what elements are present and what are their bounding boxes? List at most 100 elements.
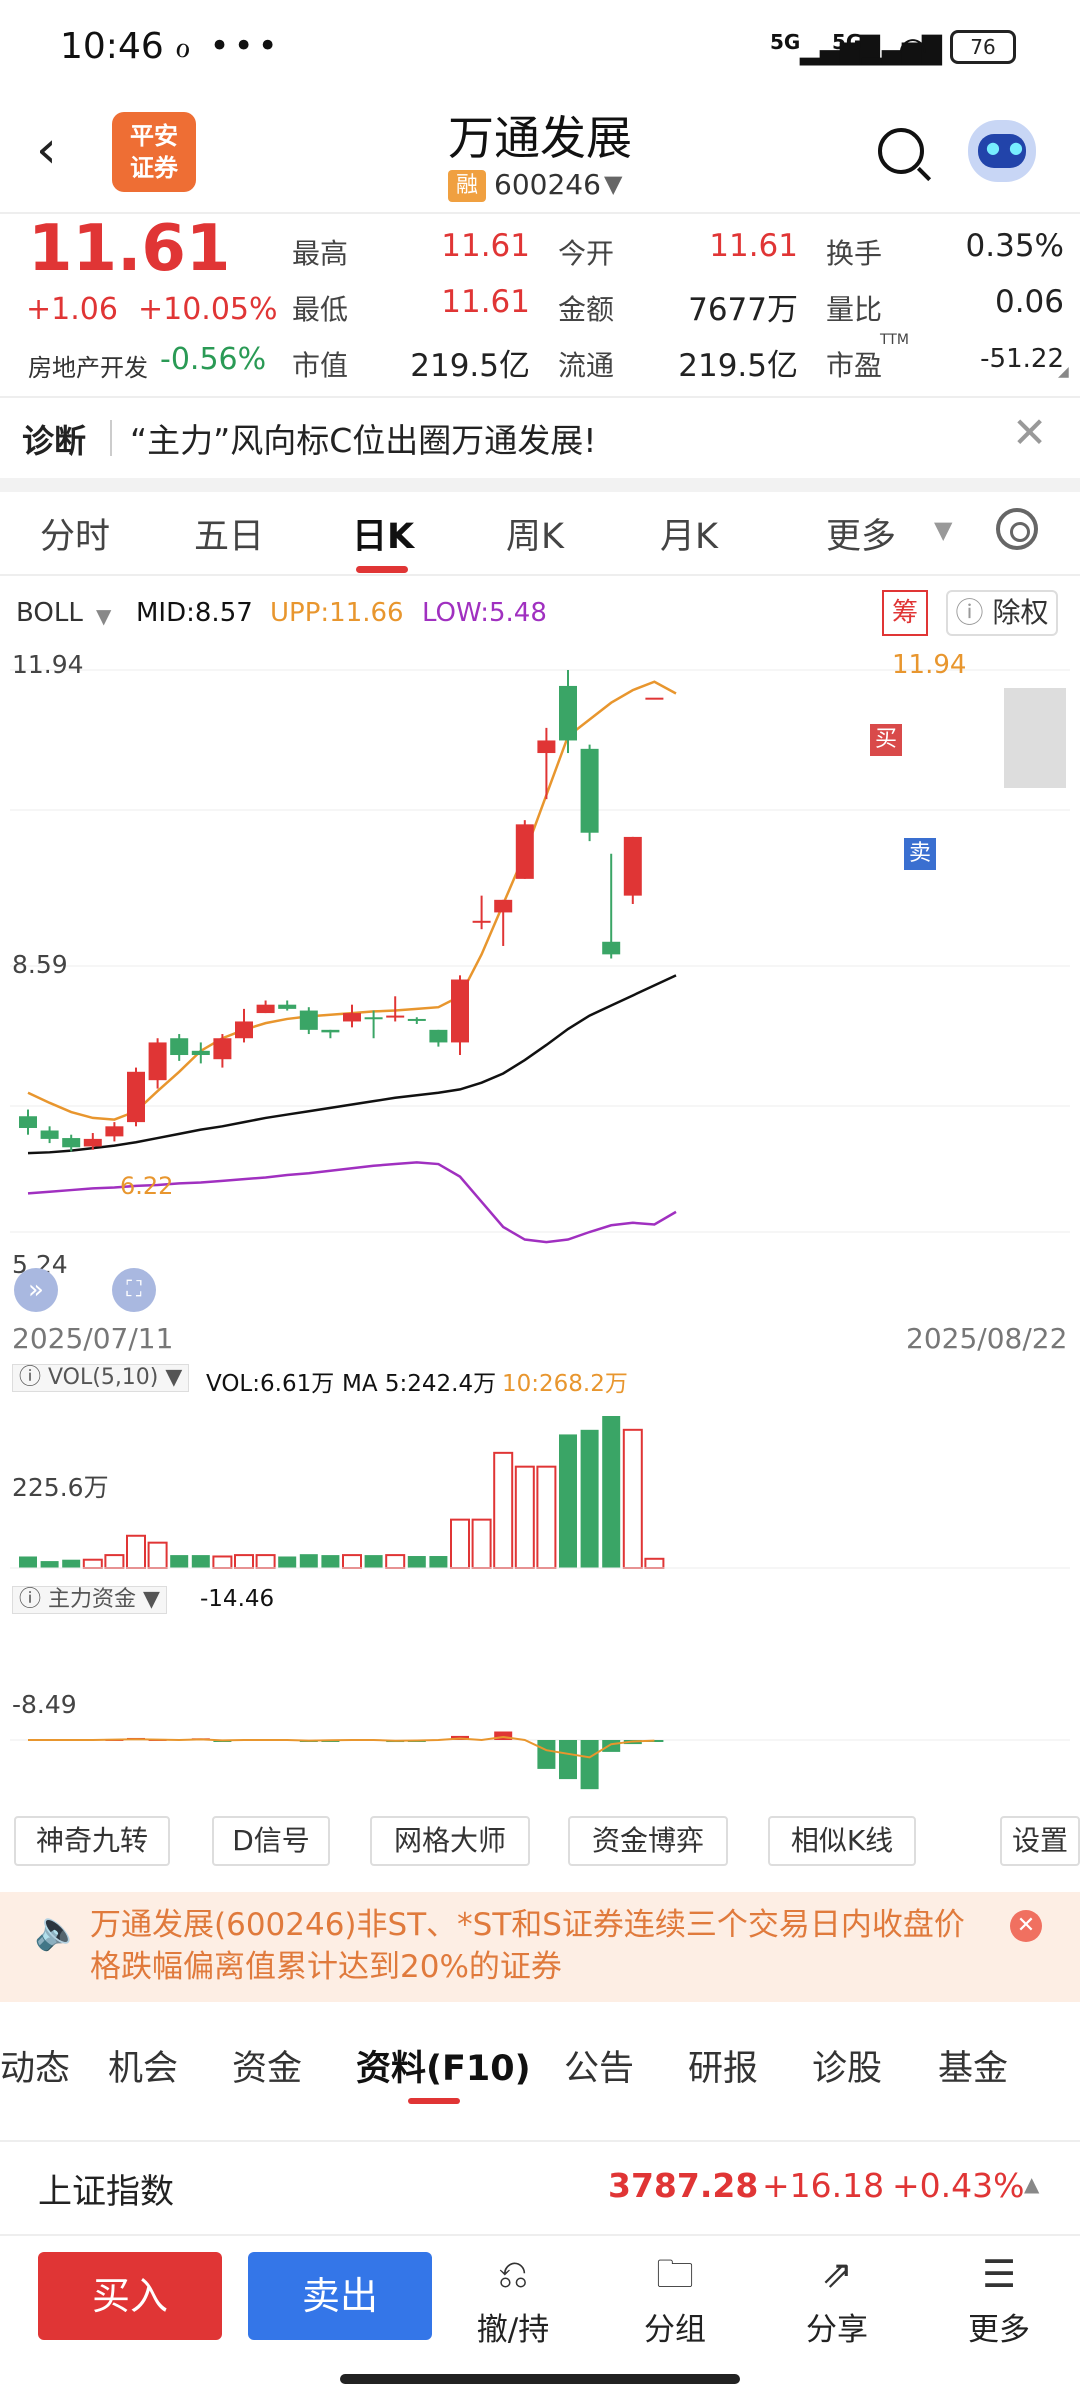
capital-bar xyxy=(537,1740,556,1769)
info-icon: ⓘ xyxy=(955,596,993,629)
volume-bar xyxy=(62,1559,81,1568)
candle-body xyxy=(429,1029,448,1043)
signal-bars-icon-2: ▂▄▆█ xyxy=(862,36,942,66)
divider xyxy=(0,574,1080,576)
volume-bar xyxy=(471,1518,492,1569)
price-change: +1.06 xyxy=(26,292,118,327)
expand-corner-icon[interactable]: ◢ xyxy=(1058,364,1069,380)
price-change-pct: +10.05% xyxy=(138,292,278,327)
end-date-label: 2025/08/22 xyxy=(906,1322,1068,1355)
index-name: 上证指数 xyxy=(38,2172,174,2212)
candle-body xyxy=(472,920,491,923)
gear-icon[interactable] xyxy=(996,508,1038,550)
volume-bar xyxy=(407,1556,426,1568)
chevron-down-icon[interactable]: ▼ xyxy=(934,516,953,544)
d-signal-button[interactable]: D信号 xyxy=(212,1816,330,1866)
buy-button[interactable]: 买入 xyxy=(38,2252,222,2340)
indicator-name[interactable]: BOLL xyxy=(16,598,83,628)
grid-master-button[interactable]: 网格大师 xyxy=(370,1816,530,1866)
tab-monthly-k[interactable]: 月K xyxy=(660,517,718,557)
diagnosis-text[interactable]: “主力”风向标C位出圈万通发展! xyxy=(130,421,597,460)
share-label: 分享 xyxy=(806,2312,868,2348)
similar-kline-button[interactable]: 相似K线 xyxy=(768,1816,916,1866)
candle-body xyxy=(213,1038,232,1060)
expand-left-icon[interactable]: » xyxy=(14,1268,58,1312)
sector-label[interactable]: 房地产开发 xyxy=(28,354,148,382)
volume-indicator-selector[interactable]: ⓘ VOL(5,10) ▼ xyxy=(12,1364,190,1392)
tab-more[interactable]: 更多 xyxy=(826,517,897,557)
notice-text[interactable]: 万通发展(600246)非ST、*ST和S证券连续三个交易日内收盘价格跌幅偏离值… xyxy=(90,1907,965,1985)
stock-code[interactable]: 600246 xyxy=(494,168,601,201)
back-icon[interactable]: ‹ xyxy=(36,120,57,180)
tab-f10[interactable]: 资料(F10) xyxy=(356,2049,531,2089)
tab-fund[interactable]: 基金 xyxy=(938,2049,1009,2089)
volume-bar xyxy=(147,1541,168,1570)
group-button[interactable]: 🗀 分组 xyxy=(620,2250,730,2349)
tab-research[interactable]: 研报 xyxy=(688,2049,759,2089)
fullscreen-icon[interactable]: ⛶ xyxy=(112,1268,156,1312)
tab-dynamics[interactable]: 动态 xyxy=(0,2049,71,2089)
high-annotation: 11.94 xyxy=(892,650,967,680)
candle-body xyxy=(256,1004,275,1014)
volume-bar xyxy=(536,1465,557,1569)
signal-icon-2: 5G xyxy=(832,30,863,54)
close-icon[interactable]: ✕ xyxy=(1010,1910,1042,1942)
capital-game-button[interactable]: 资金博弈 xyxy=(568,1816,728,1866)
candle-body xyxy=(407,1018,426,1021)
ex-rights-button[interactable]: ⓘ 除权 xyxy=(946,590,1058,636)
sell-marker[interactable]: 卖 xyxy=(904,838,936,870)
quote-label-market-cap: 市值 xyxy=(292,349,349,382)
nine-turn-button[interactable]: 神奇九转 xyxy=(14,1816,170,1866)
boll-upper-line xyxy=(27,680,677,1121)
chevron-down-icon[interactable]: ▼ xyxy=(604,170,623,198)
notice-banner[interactable] xyxy=(0,1892,1080,2002)
quote-label-volume-ratio: 量比 xyxy=(826,293,883,326)
diagnosis-label: 诊断 xyxy=(22,422,87,460)
candle-body xyxy=(580,748,599,833)
quote-value-turnover: 0.35% xyxy=(965,228,1064,264)
axis-max-label: 11.94 xyxy=(12,650,84,679)
buy-marker[interactable]: 买 xyxy=(870,724,902,756)
volume-value: VOL:6.61万 xyxy=(206,1371,335,1397)
divider xyxy=(0,212,1080,214)
tab-announcement[interactable]: 公告 xyxy=(564,2049,635,2089)
volume-bar xyxy=(40,1561,59,1568)
candle-body xyxy=(62,1138,81,1148)
candle-body xyxy=(321,1029,340,1033)
assistant-robot-icon[interactable] xyxy=(968,120,1036,182)
kline-chart[interactable] xyxy=(0,640,1080,1340)
search-icon[interactable] xyxy=(878,128,924,174)
sell-button[interactable]: 卖出 xyxy=(248,2252,432,2340)
broker-logo[interactable]: 平安证券 xyxy=(112,112,196,192)
settings-button[interactable]: 设置 xyxy=(1000,1816,1080,1866)
boll-mid: MID:8.57 xyxy=(136,598,253,628)
tab-five-day[interactable]: 五日 xyxy=(194,517,265,557)
chevron-down-icon[interactable]: ▼ xyxy=(96,604,112,628)
capital-bar xyxy=(580,1740,599,1790)
info-icon: ⓘ xyxy=(19,1365,48,1390)
volume-bar xyxy=(559,1434,577,1568)
chevron-up-icon[interactable]: ▲ xyxy=(1024,2172,1040,2196)
candle-body xyxy=(537,740,556,754)
close-icon[interactable]: ✕ xyxy=(1012,408,1048,457)
quote-value-low: 11.61 xyxy=(441,284,530,320)
tab-opportunity[interactable]: 机会 xyxy=(108,2049,179,2089)
candle-body xyxy=(451,979,469,1043)
candle-body xyxy=(148,1042,167,1081)
tab-stock-diagnosis[interactable]: 诊股 xyxy=(812,2049,883,2089)
pe-ttm-sup: TTM xyxy=(880,332,909,348)
ex-rights-label: 除权 xyxy=(992,596,1049,629)
chip-distribution-button[interactable]: 筹 xyxy=(882,590,928,636)
volume-bar xyxy=(82,1558,103,1569)
tab-daily-k[interactable]: 日K xyxy=(352,517,415,557)
capital-indicator-selector[interactable]: ⓘ 主力资金 ▼ xyxy=(12,1586,167,1614)
speaker-icon: 🔈 xyxy=(34,1908,82,1952)
cancel-hold-button[interactable]: ⎌ 撤/持 xyxy=(458,2250,568,2349)
tab-intraday[interactable]: 分时 xyxy=(40,517,111,557)
share-button[interactable]: ⇗ 分享 xyxy=(782,2250,892,2349)
tab-weekly-k[interactable]: 周K xyxy=(506,517,564,557)
tab-capital[interactable]: 资金 xyxy=(232,2049,303,2089)
candle-body xyxy=(191,1050,210,1056)
index-ticker[interactable] xyxy=(0,2140,1080,2236)
more-button[interactable]: ☰ 更多 xyxy=(944,2250,1054,2349)
